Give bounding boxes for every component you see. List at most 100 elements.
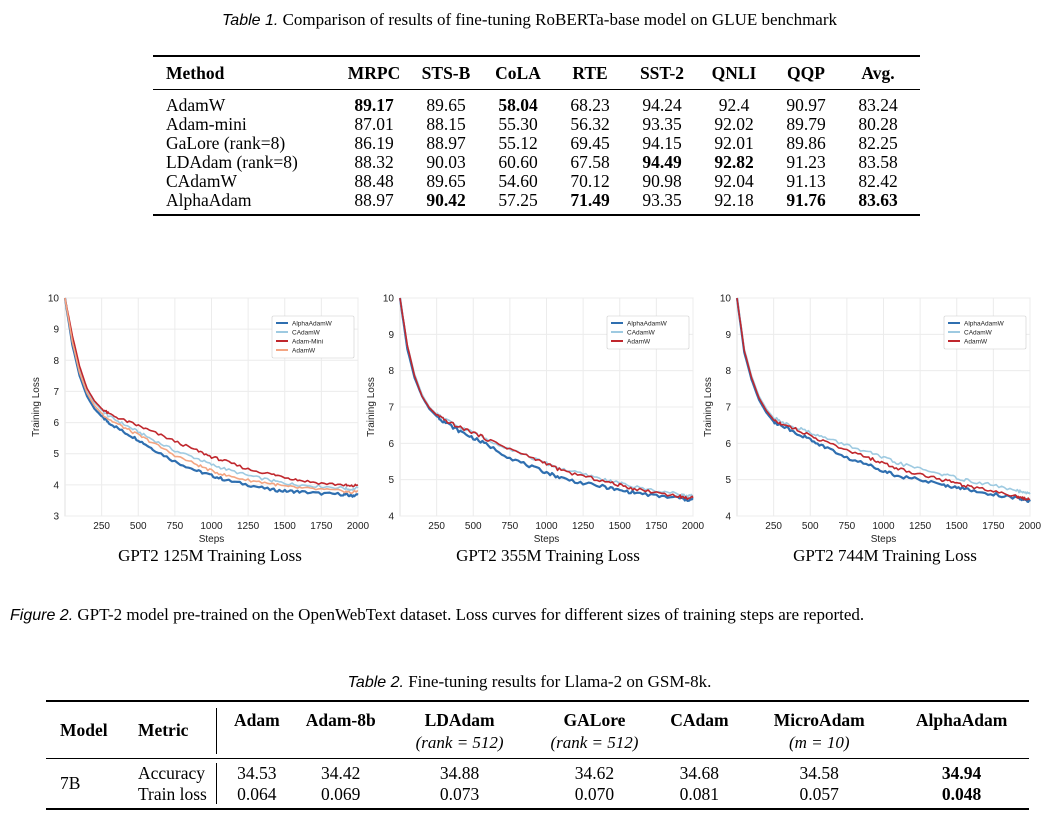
table1-header-cell: Avg. (861, 62, 895, 83)
table1-method-cell: AlphaAdam (166, 190, 252, 210)
table1-value-cell: 88.97 (426, 133, 466, 153)
table1-value-cell: 92.18 (714, 190, 754, 210)
legend-box (271, 315, 355, 359)
table2-value-col: 34.68 0.081 (654, 759, 744, 808)
y-tick-label: 4 (53, 480, 59, 491)
table2-model-cell: 7B (60, 773, 81, 793)
chart-355m: 250 500 750 1000 1250 1500 1750 2000 4 5 6 7 8 9 10 Ste… (360, 288, 705, 546)
table1-value-cell: 68.23 (570, 95, 610, 115)
table1-value-cell: 92.01 (714, 133, 754, 153)
series-line-adamw (64, 297, 359, 495)
legend-label: AlphaAdamW (964, 321, 1005, 328)
series-line-alphaadamw (735, 297, 1031, 503)
table1-header-cell: SST-2 (639, 62, 685, 83)
table1-value-cell: 90.42 (426, 190, 466, 210)
x-tick-label: 2000 (682, 521, 705, 532)
table1-value-cell: 92.04 (714, 171, 754, 191)
table1-value-cell: 88.48 (354, 171, 394, 191)
table2-top-rule (46, 700, 1029, 702)
table2-caption-lead: Table 2. (347, 674, 404, 691)
x-tick-label: 750 (167, 521, 184, 532)
table1-row: AlphaAdam 88.97 90.42 57.25 71.49 93.35 92.18 9… (153, 190, 920, 210)
table1-value-cell: 94.15 (642, 133, 682, 153)
table2-value-col: 34.58 0.057 (744, 759, 894, 808)
table1-value-cell: 54.60 (498, 171, 538, 191)
chart-744m-title: GPT2 744M Training Loss (793, 546, 977, 565)
chart-744m: 250 500 750 1000 1250 1500 1750 2000 4 5 6 7 8 9 10 Ste… (697, 288, 1042, 546)
table1-method-cell: AdamW (166, 95, 226, 115)
figure2-caption-lead: Figure 2. (10, 607, 74, 624)
y-tick-label: 7 (725, 403, 731, 414)
table2-header-sub: (rank = 512) (415, 733, 504, 752)
table1-value-cell: 93.35 (642, 114, 682, 134)
table1-value-cell: 56.32 (570, 114, 610, 134)
x-axis-label: Steps (871, 534, 897, 545)
table2-value-cell: 0.064 (237, 783, 277, 804)
table2-body-divider (215, 763, 217, 804)
table2-value-cell: 34.88 (439, 762, 480, 783)
legend-box (606, 315, 690, 350)
legend-label: CAdamW (292, 330, 321, 337)
legend-box (943, 315, 1027, 350)
table1-value-cell: 86.19 (354, 133, 394, 153)
table1-value-cell: 88.15 (426, 114, 466, 134)
y-tick-label: 7 (388, 403, 394, 414)
table1-value-cell: 91.13 (786, 171, 826, 191)
table2-header-label: Metric (137, 719, 189, 740)
table1-value-cell: 70.12 (570, 171, 610, 191)
table2-value-cell: 34.58 (799, 762, 839, 783)
y-tick-label: 8 (725, 366, 731, 377)
table1-mid-rule (153, 89, 920, 90)
legend-label: AdamW (964, 339, 988, 346)
table2-header-label: Adam-8b (305, 710, 376, 730)
table1-top-rule (153, 55, 920, 57)
table1-header-cell: MRPC (347, 62, 401, 83)
table2-header-cell: Adam (217, 702, 297, 758)
x-tick-label: 1750 (310, 521, 333, 532)
y-tick-label: 10 (720, 294, 732, 305)
table2-value-col: 34.42 0.069 (297, 759, 385, 808)
x-tick-label: 500 (465, 521, 482, 532)
legend-label: Adam-Mini (292, 339, 323, 346)
table1-value-cell: 92.4 (718, 95, 750, 115)
table2-header-sub: (m = 10) (788, 733, 850, 752)
y-tick-label: 6 (725, 439, 731, 450)
table1-method-cell: Adam-mini (166, 114, 247, 134)
table2-value-cell: 0.057 (799, 783, 839, 804)
x-tick-label: 1750 (982, 521, 1005, 532)
table1-value-cell: 87.01 (354, 114, 394, 134)
x-tick-label: 250 (765, 521, 782, 532)
x-tick-label: 500 (130, 521, 147, 532)
table1-value-cell: 60.60 (498, 152, 538, 172)
table2-value-cell: 34.53 (237, 762, 277, 783)
table1-header-cell: STS-B (421, 62, 471, 83)
x-axis-label: Steps (199, 534, 225, 545)
table1-value-cell: 92.82 (714, 152, 754, 172)
chart-355m-svg: 250 500 750 1000 1250 1500 1750 2000 4 5 6 7 8 9 10 Ste… (366, 294, 705, 546)
table2-header-divider (215, 708, 217, 754)
legend-label: AdamW (627, 339, 651, 346)
table2-caption: Table 2. Fine-tuning results for Llama-2… (0, 672, 1059, 692)
table1-value-cell: 94.24 (642, 95, 682, 115)
series-line-adamw (736, 297, 1031, 501)
table1-value-cell: 69.45 (570, 133, 610, 153)
table2-header-label: CAdam (670, 710, 729, 730)
y-tick-label: 6 (53, 418, 59, 429)
table1: Method MRPC STS-B CoLA RTE SST-2 QNLI QQP Avg. A… (153, 55, 920, 216)
table1-value-cell: 71.49 (570, 190, 610, 210)
x-tick-label: 1000 (200, 521, 223, 532)
table2-value-col: 34.94 0.048 (894, 759, 1029, 808)
table1-value-cell: 89.79 (786, 114, 826, 134)
legend-label: CAdamW (627, 330, 656, 337)
y-tick-label: 10 (48, 294, 60, 305)
y-tick-label: 8 (388, 366, 394, 377)
y-tick-label: 4 (388, 512, 394, 523)
table2-header-label: Adam (233, 710, 280, 730)
table2-header-label: LDAdam (424, 710, 495, 730)
table2-metric-col: Accuracy Train loss (124, 759, 216, 808)
table2-body: 7B Accuracy Train loss 34.53 0.064 34.42 0.069… (46, 759, 1029, 808)
table2-value-cell: 34.42 (321, 762, 361, 783)
y-axis-label: Training Loss (366, 377, 377, 437)
table2-value-col: 34.53 0.064 (217, 759, 297, 808)
y-axis-label: Training Loss (31, 377, 42, 437)
